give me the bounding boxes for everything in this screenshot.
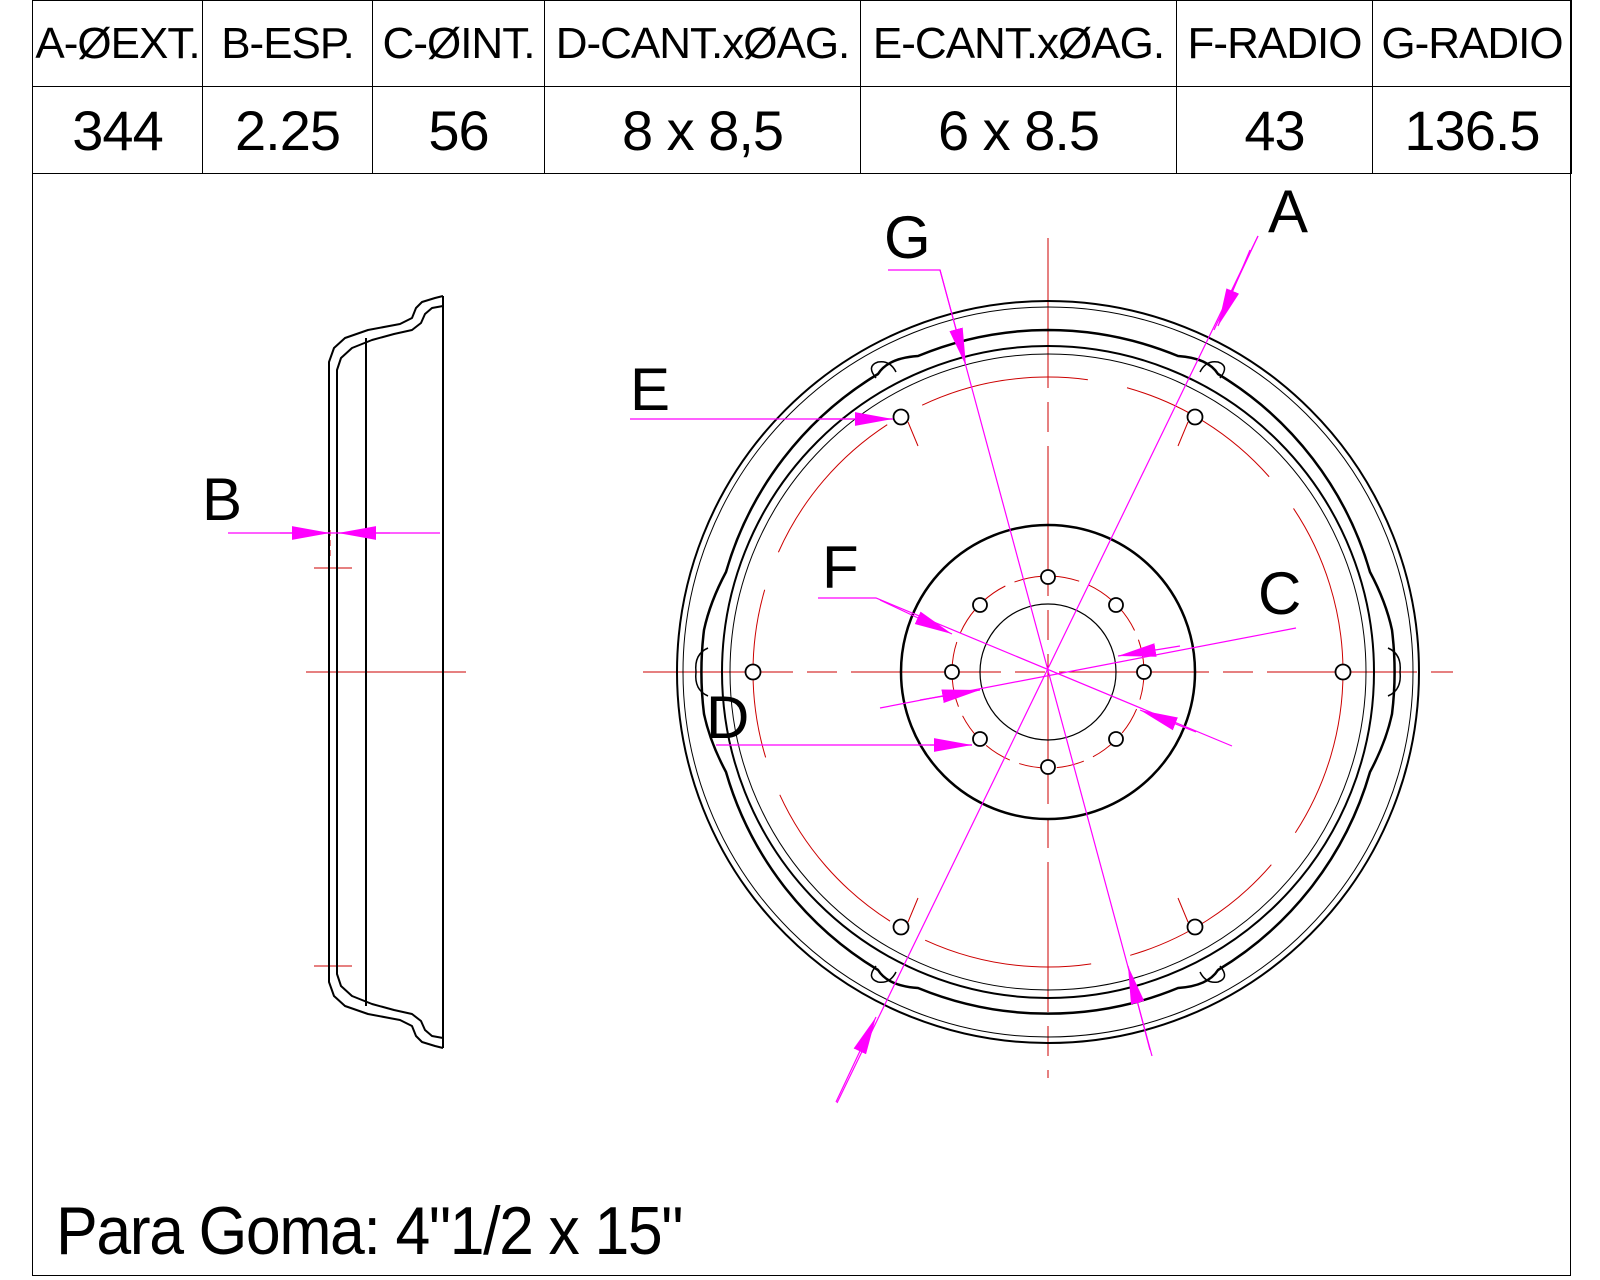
outer-hole bbox=[892, 408, 910, 426]
side-profile-inner bbox=[336, 305, 444, 1039]
lug-bump-br bbox=[1199, 965, 1226, 984]
hole-crosshairs bbox=[907, 421, 1189, 923]
value-f: 43 bbox=[1176, 86, 1373, 174]
rim-inner-ring-2 bbox=[729, 353, 1367, 991]
inner-hole bbox=[1108, 731, 1124, 747]
side-profile-outer bbox=[328, 295, 444, 1049]
label-e: E bbox=[630, 356, 670, 423]
value-b: 2.25 bbox=[202, 86, 373, 174]
label-f: F bbox=[822, 534, 859, 601]
outer-hole bbox=[1186, 918, 1204, 936]
side-view bbox=[306, 295, 466, 1049]
rim-outer-edge-inner bbox=[682, 306, 1414, 1038]
lug-bump-left bbox=[695, 647, 709, 697]
rim-outlines bbox=[676, 300, 1420, 1044]
header-d-holes: D-CANT.xØAG. bbox=[544, 0, 861, 87]
outer-hole bbox=[892, 918, 910, 936]
front-view bbox=[643, 238, 1453, 1078]
label-g: G bbox=[884, 204, 931, 271]
dim-f-arrow-b bbox=[1139, 709, 1197, 733]
value-d: 8 x 8,5 bbox=[544, 86, 861, 174]
dim-a-arrow-top bbox=[1217, 249, 1251, 327]
rim-inner-ring-1 bbox=[721, 345, 1375, 999]
inner-holes bbox=[944, 569, 1152, 775]
value-g: 136.5 bbox=[1372, 86, 1572, 174]
dim-g-arrow-top bbox=[939, 269, 967, 367]
header-a-outer-diameter: A-ØEXT. bbox=[32, 0, 203, 87]
label-c: C bbox=[1258, 560, 1301, 627]
inner-hole bbox=[972, 731, 988, 747]
dim-c-arrow-b bbox=[919, 689, 981, 703]
value-a: 344 bbox=[32, 86, 203, 174]
hub-bore bbox=[979, 603, 1117, 741]
inner-hole bbox=[1040, 569, 1056, 585]
header-b-thickness: B-ESP. bbox=[202, 0, 373, 87]
dim-a-arrow-bottom bbox=[835, 1016, 877, 1103]
inner-hole bbox=[1136, 664, 1152, 680]
header-e-holes: E-CANT.xØAG. bbox=[860, 0, 1177, 87]
value-c: 56 bbox=[372, 86, 545, 174]
outer-hole bbox=[1334, 663, 1352, 681]
dim-f-arrow-a bbox=[879, 599, 953, 635]
lug-bump-bl bbox=[870, 965, 897, 984]
inner-hole bbox=[972, 597, 988, 613]
lug-bump-tr bbox=[1199, 360, 1226, 379]
outer-holes bbox=[744, 408, 1352, 936]
value-e: 6 x 8.5 bbox=[860, 86, 1177, 174]
label-b: B bbox=[202, 466, 242, 533]
side-profile bbox=[328, 295, 444, 1049]
outer-hole bbox=[744, 663, 762, 681]
header-c-inner-diameter: C-ØINT. bbox=[372, 0, 545, 87]
dimension-lines bbox=[228, 235, 1297, 1104]
tire-size-note: Para Goma: 4"1/2 x 15" bbox=[56, 1193, 683, 1269]
spec-table: A-ØEXT. B-ESP. C-ØINT. D-CANT.xØAG. E-CA… bbox=[32, 0, 1572, 174]
rim-outer-edge bbox=[676, 300, 1420, 1044]
lug-bump-right bbox=[1387, 647, 1401, 697]
label-d: D bbox=[706, 684, 749, 751]
inner-hole bbox=[1108, 597, 1124, 613]
inner-hole bbox=[1040, 759, 1056, 775]
front-centerlines bbox=[643, 238, 1453, 1078]
lug-bump-tl bbox=[870, 360, 897, 379]
outer-hole bbox=[1186, 408, 1204, 426]
rim-scalloped-ring bbox=[700, 328, 1396, 1015]
dim-f-line bbox=[818, 597, 1233, 747]
dim-g-arrow-bottom bbox=[1127, 965, 1151, 1051]
spec-header-row: A-ØEXT. B-ESP. C-ØINT. D-CANT.xØAG. E-CA… bbox=[32, 0, 1572, 87]
inner-hole bbox=[944, 664, 960, 680]
dimension-letters: A B C D E F G bbox=[202, 178, 1308, 751]
hub-disc bbox=[899, 523, 1197, 821]
header-g-radius: G-RADIO bbox=[1372, 0, 1572, 87]
label-a: A bbox=[1268, 178, 1308, 245]
dim-c-arrow-a bbox=[1117, 643, 1181, 657]
spec-value-row: 344 2.25 56 8 x 8,5 6 x 8.5 43 136.5 bbox=[32, 86, 1572, 174]
